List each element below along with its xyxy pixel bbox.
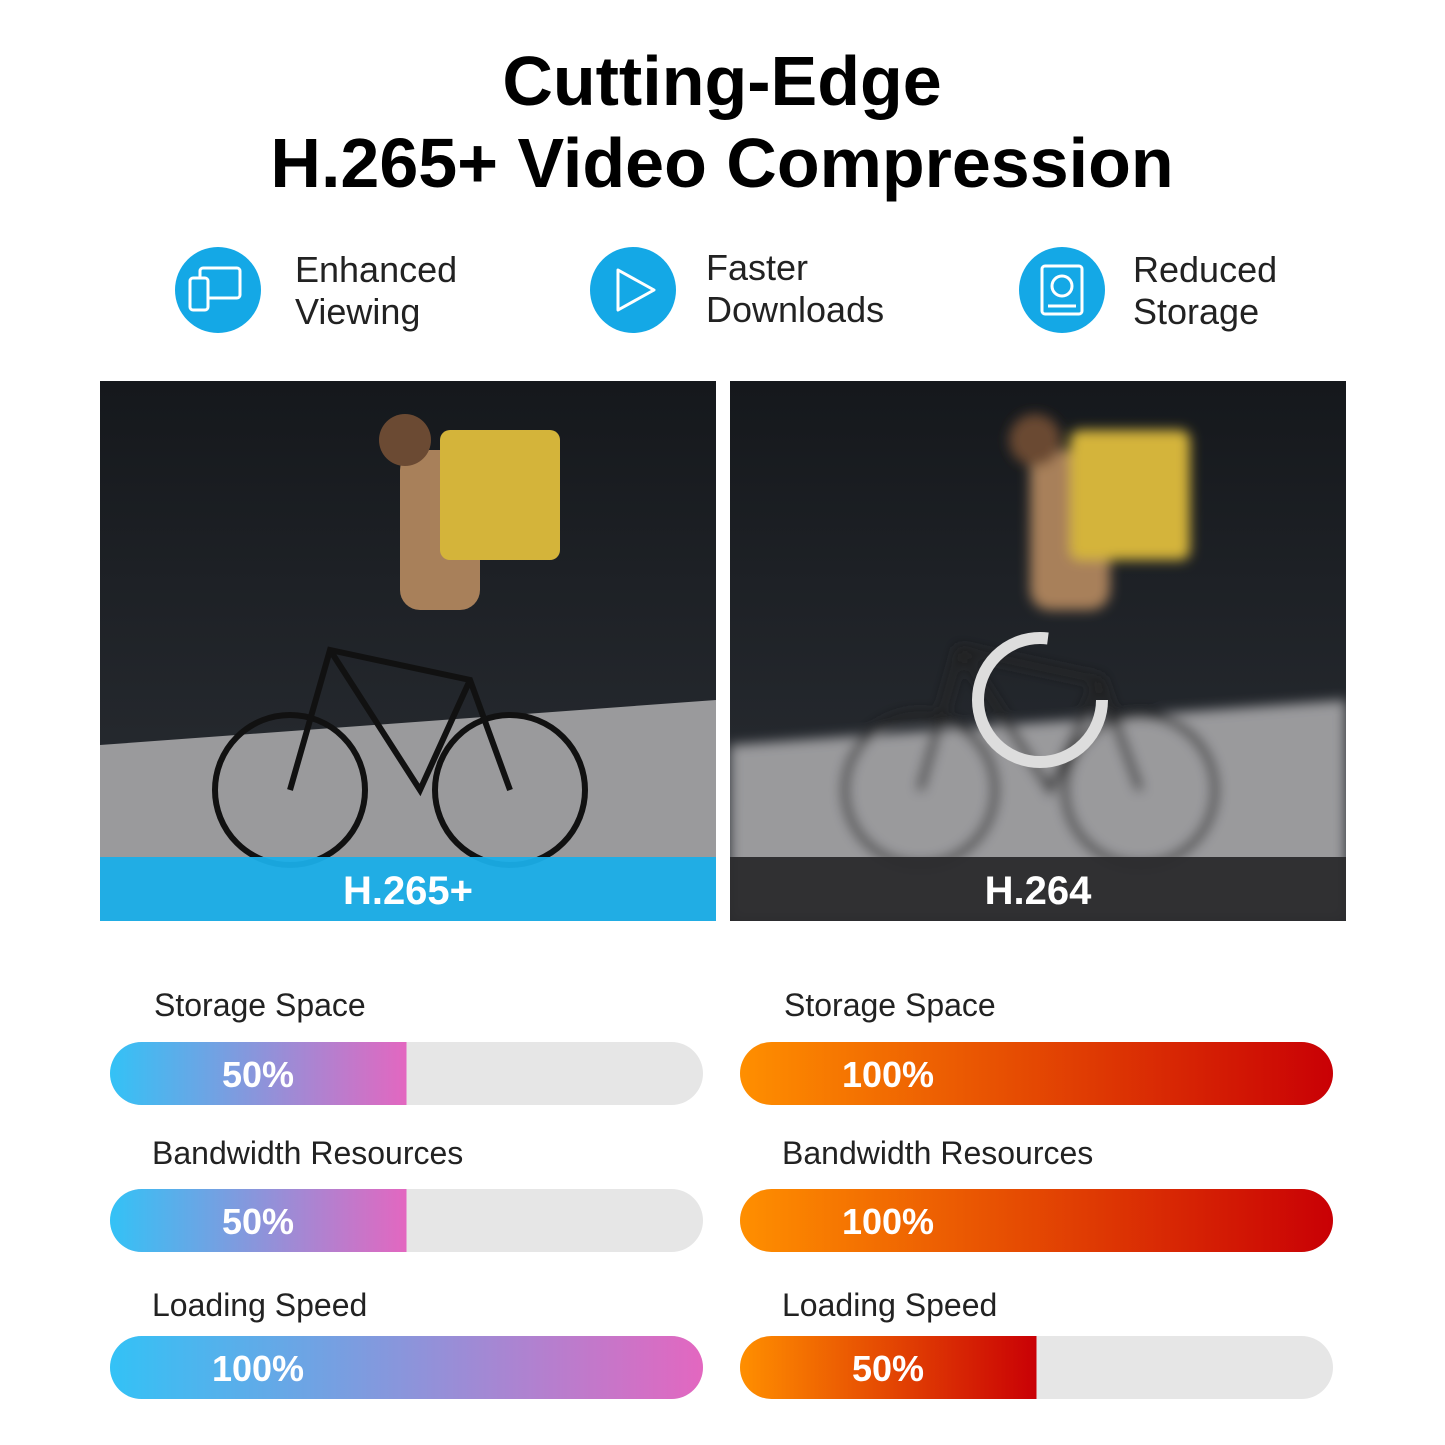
photo-sharp xyxy=(100,381,716,921)
photo-blurred xyxy=(730,381,1346,921)
feature-text: Downloads xyxy=(706,289,884,330)
icon-storage xyxy=(1019,247,1105,333)
bar-label: Storage Space xyxy=(784,987,996,1023)
bar-fill xyxy=(110,1336,703,1399)
bar-fill xyxy=(110,1189,407,1252)
label-band xyxy=(730,857,1346,921)
title: H.265+ Video Compression xyxy=(270,124,1173,202)
feature-text: Faster xyxy=(706,247,808,288)
bar-fill xyxy=(740,1336,1037,1399)
title: Cutting-Edge xyxy=(502,42,941,120)
bar-value: 100% xyxy=(842,1054,934,1095)
bar-value: 100% xyxy=(212,1348,304,1389)
bar-fill xyxy=(740,1189,1333,1252)
bar-value: 50% xyxy=(852,1348,924,1389)
bar-value: 50% xyxy=(222,1201,294,1242)
bar-label: Bandwidth Resources xyxy=(782,1135,1093,1171)
bar-value: 100% xyxy=(842,1201,934,1242)
feature-text: Reduced xyxy=(1133,249,1277,290)
feature-text: Storage xyxy=(1133,291,1259,332)
panel-label: H.265+ xyxy=(343,869,473,913)
feature-text: Enhanced xyxy=(295,249,457,290)
bar-label: Loading Speed xyxy=(152,1287,367,1323)
icon-viewing xyxy=(175,247,261,333)
icon-downloads xyxy=(590,247,676,333)
bar-label: Loading Speed xyxy=(782,1287,997,1323)
label-band xyxy=(100,857,716,921)
panel-label: H.264 xyxy=(985,869,1092,913)
feature-text: Viewing xyxy=(295,291,420,332)
bar-label: Bandwidth Resources xyxy=(152,1135,463,1171)
bar-value: 50% xyxy=(222,1054,294,1095)
bar-label: Storage Space xyxy=(154,987,366,1023)
bar-fill xyxy=(740,1042,1333,1105)
bar-fill xyxy=(110,1042,407,1105)
